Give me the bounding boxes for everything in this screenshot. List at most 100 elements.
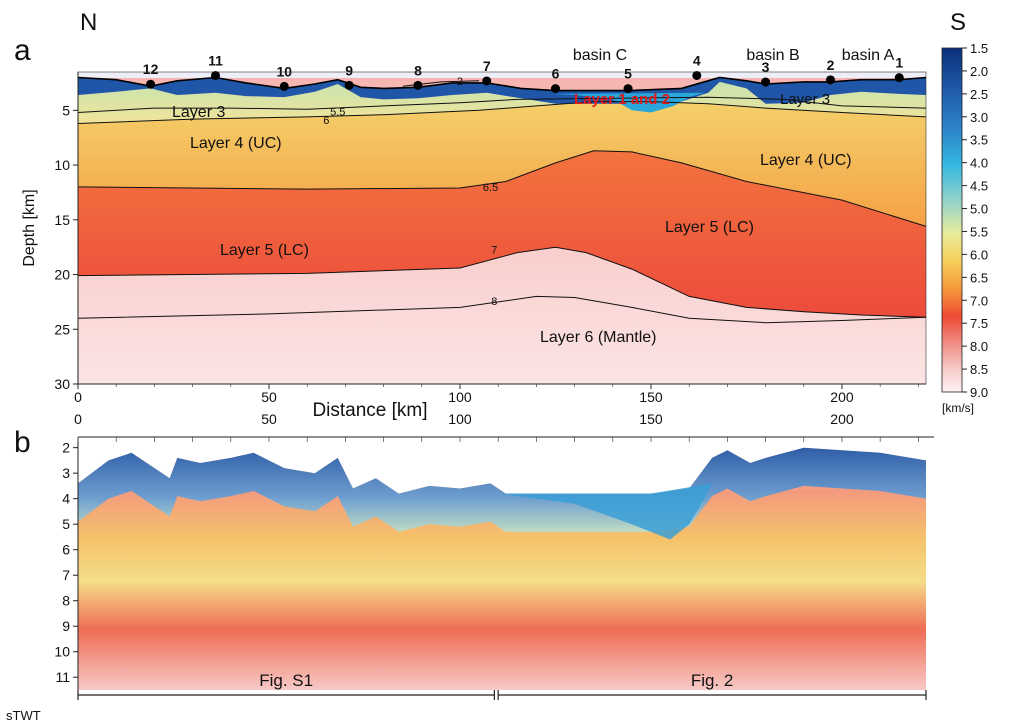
stwt-tick-label: 2: [62, 440, 70, 456]
depth-axis-label: Depth [km]: [21, 189, 38, 266]
contour-7: [77, 246, 927, 318]
layer3-left-label: Layer 3: [172, 104, 225, 121]
distance-tick-label-b: 100: [448, 411, 472, 427]
layers-1-2-label: Layer 1 and 2: [574, 91, 670, 108]
station-label: 9: [345, 62, 353, 78]
depth-tick-label: 25: [54, 321, 70, 337]
layer6-label: Layer 6 (Mantle): [540, 329, 657, 346]
seismic-basin-fill: [498, 483, 713, 540]
station-label: 5: [624, 66, 632, 82]
station-marker: [692, 70, 702, 80]
depth-tick-label: 5: [62, 102, 70, 118]
colorbar-tick-label: 1.5: [970, 41, 988, 56]
segment-label: Fig. S1: [259, 671, 313, 690]
colorbar-tick-label: 6.5: [970, 270, 988, 285]
layer5-left-label: Layer 5 (LC): [220, 242, 309, 259]
basin-c-label: basin C: [573, 47, 627, 64]
colorbar-tick-label: 4.0: [970, 156, 988, 171]
contour-label: 2: [457, 76, 463, 88]
colorbar-tick-label: 7.0: [970, 293, 988, 308]
station-marker: [413, 80, 423, 90]
layers-1-2-fill: [78, 77, 926, 104]
segment-label: Fig. 2: [691, 671, 734, 690]
contour-label: 6: [323, 115, 329, 127]
station-marker: [482, 76, 492, 86]
distance-tick-label: 150: [639, 389, 663, 405]
upper-crust-layer: [78, 101, 926, 227]
colorbar-tick-label: 6.0: [970, 247, 988, 262]
stwt-tick-label: 3: [62, 465, 70, 481]
layer4-left-label: Layer 4 (UC): [190, 135, 282, 152]
colorbar-tick-label: 5.0: [970, 202, 988, 217]
distance-tick-label-b: 150: [639, 411, 663, 427]
panel-a-axes: 5 10 15 20 25 300 50 100 150 200: [54, 72, 926, 405]
stwt-tick-label: 8: [62, 593, 70, 609]
layer3-fill: [78, 81, 926, 124]
station-markers: 12 11 10 9 8 7 6 5 4 3 2 1: [143, 52, 904, 94]
station-label: 11: [208, 52, 223, 68]
station-marker: [623, 84, 633, 94]
lower-crust-layer: [78, 150, 926, 318]
contour-label: 8: [491, 296, 497, 308]
layer4-right-label: Layer 4 (UC): [760, 152, 852, 169]
station-label: 7: [483, 58, 491, 74]
station-label: 1: [895, 55, 903, 71]
stwt-tick-label: 10: [54, 644, 70, 660]
seismic-section-fill: [78, 447, 926, 690]
contour-8: [77, 295, 927, 324]
distance-tick-label: 100: [448, 389, 472, 405]
station-label: 3: [762, 59, 770, 75]
distance-tick-label: 50: [261, 389, 277, 405]
station-marker: [211, 70, 221, 80]
south-label: S: [950, 9, 966, 36]
seismic-shallow-layer: [78, 447, 926, 532]
depth-tick-label: 20: [54, 267, 70, 283]
panel-b-axes: 2 3 4 5 6 7 8 9 10 11 0 50 100 150 200: [54, 411, 919, 690]
colorbar-scale: [941, 47, 963, 393]
layer5-right-label: Layer 5 (LC): [665, 219, 754, 236]
colorbar-tick-label: 3.0: [970, 110, 988, 125]
colorbar-tick-label: 3.5: [970, 133, 988, 148]
panel-a-label: a: [14, 34, 31, 67]
stwt-tick-label: 6: [62, 542, 70, 558]
depth-tick-label: 15: [54, 212, 70, 228]
topography-line: [77, 76, 927, 92]
panel-b-label: b: [14, 426, 31, 459]
stwt-tick-label: 5: [62, 516, 70, 532]
station-marker: [826, 75, 836, 85]
depth-tick-label: 30: [54, 376, 70, 392]
colorbar-tick-label: 2.5: [970, 87, 988, 102]
colorbar-tick-label: 7.5: [970, 316, 988, 331]
station-label: 6: [552, 66, 560, 82]
colorbar-unit: [km/s]: [942, 401, 974, 415]
distance-tick-label-b: 200: [830, 411, 854, 427]
station-label: 4: [693, 52, 701, 68]
station-marker: [550, 84, 560, 94]
distance-tick-label-b: 0: [74, 411, 82, 427]
colorbar-tick-label: 8.5: [970, 362, 988, 377]
contour-label: 6.5: [483, 182, 498, 194]
distance-tick-label: 200: [830, 389, 854, 405]
colorbar-tick-label: 8.0: [970, 339, 988, 354]
station-label: 10: [276, 63, 292, 79]
distance-axis-label: Distance [km]: [312, 400, 427, 421]
contour-6-5: [77, 150, 927, 227]
velocity-contours: 7 8 6.5 65.5 2: [77, 76, 927, 324]
contour-label: 5.5: [330, 106, 345, 118]
distance-tick-label-b: 50: [261, 411, 277, 427]
colorbar-tick-label: 4.5: [970, 179, 988, 194]
contour-6: [77, 101, 927, 124]
stwt-tick-label: 11: [55, 669, 70, 685]
colorbar-tick-label: 5.5: [970, 224, 988, 239]
station-marker: [761, 77, 771, 87]
station-marker: [279, 81, 289, 91]
basin-b-label: basin B: [746, 47, 799, 64]
station-marker: [894, 73, 904, 83]
stwt-axis-label: sTWT: [6, 708, 41, 723]
colorbar-tick-label: 9.0: [970, 385, 988, 400]
contour-label: 7: [491, 244, 497, 256]
stwt-tick-label: 7: [62, 567, 70, 583]
